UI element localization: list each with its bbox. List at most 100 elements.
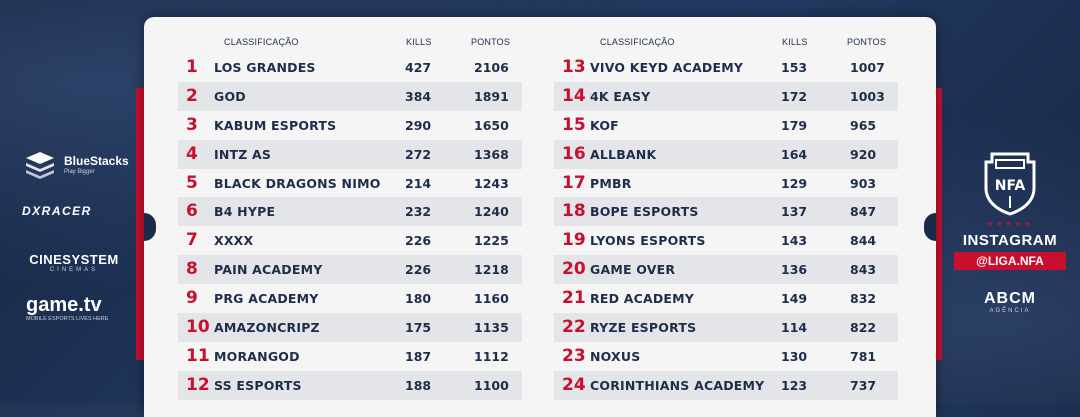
rank-number: 1 — [186, 57, 198, 77]
table-row: 16 ALLBANK 164 920 — [554, 139, 898, 169]
points-value: 1891 — [474, 88, 509, 104]
rank-number: 6 — [186, 201, 198, 222]
table-row: 20 GAME OVER 136 843 — [554, 255, 898, 285]
kills-value: 290 — [405, 117, 432, 133]
rank-number: 21 — [562, 288, 586, 309]
points-value: 1160 — [474, 291, 509, 307]
team-name: INTZ AS — [214, 146, 272, 162]
points-value: 832 — [850, 291, 877, 307]
standings-table-left: CLASSIFICAÇÃO KILLS PONTOS 1 LOS GRANDES 4… — [178, 33, 522, 400]
header-points: PONTOS — [847, 37, 887, 47]
table-row: 15 KOF 179 965 — [554, 111, 898, 140]
table-rows: 13 VIVO KEYD ACADEMY 153 1007 14 4K EASY 172 10… — [554, 53, 898, 400]
kills-value: 214 — [405, 175, 432, 191]
kills-value: 143 — [781, 233, 808, 249]
table-rows: 1 LOS GRANDES 427 2106 2 GOD 384 1891 3 KABUM ESP… — [178, 53, 522, 400]
team-name: XXXX — [214, 233, 254, 249]
points-value: 781 — [850, 348, 877, 364]
table-row: 2 GOD 384 1891 — [178, 81, 522, 111]
rank-number: 17 — [562, 172, 586, 193]
rank-number: 10 — [186, 317, 210, 338]
board-notch-right — [924, 213, 936, 241]
table-row: 18 BOPE ESPORTS 137 847 — [554, 197, 898, 227]
table-header: CLASSIFICAÇÃO KILLS PONTOS — [178, 33, 522, 53]
rank-number: 5 — [186, 172, 198, 193]
rank-number: 24 — [562, 374, 586, 395]
cinesystem-name: CINESYSTEM — [29, 252, 119, 267]
cinesystem-logo: CINESYSTEM CINEMAS — [24, 252, 124, 273]
team-name: RYZE ESPORTS — [590, 320, 697, 336]
points-value: 822 — [850, 320, 877, 336]
table-row: 8 PAIN ACADEMY 226 1218 — [178, 255, 522, 285]
table-row: 12 SS ESPORTS 188 1100 — [178, 370, 522, 400]
table-row: 6 B4 HYPE 232 1240 — [178, 197, 522, 227]
team-name: ALLBANK — [590, 146, 657, 162]
table-row: 7 XXXX 226 1225 — [178, 226, 522, 255]
bluestacks-tagline: Play Bigger — [64, 169, 95, 175]
team-name: RED ACADEMY — [590, 291, 695, 307]
agency-subtitle: AGÊNCIA — [989, 308, 1031, 314]
rank-number: 14 — [562, 85, 586, 106]
team-name: LOS GRANDES — [214, 60, 316, 75]
star-row: ★★★★★ — [986, 221, 1034, 228]
rank-number: 8 — [186, 259, 198, 280]
header-classification: CLASSIFICAÇÃO — [224, 37, 299, 47]
board-notch-left — [144, 213, 156, 241]
instagram-label: INSTAGRAM — [962, 232, 1058, 249]
kills-value: 123 — [781, 377, 808, 393]
table-row: 3 KABUM ESPORTS 290 1650 — [178, 111, 522, 140]
table-row: 11 MORANGOD 187 1112 — [178, 342, 522, 371]
nfa-shield-logo: NFA — [984, 152, 1036, 216]
team-name: LYONS ESPORTS — [590, 233, 706, 249]
nfa-logo-text: NFA — [995, 178, 1026, 194]
rank-number: 2 — [186, 85, 198, 106]
team-name: KABUM ESPORTS — [214, 117, 337, 133]
bluestacks-icon — [26, 152, 54, 179]
kills-value: 226 — [405, 262, 432, 278]
kills-value: 137 — [781, 204, 808, 220]
points-value: 1243 — [474, 175, 509, 191]
instagram-handle[interactable]: @LIGA.NFA — [954, 252, 1066, 270]
rank-number: 4 — [186, 143, 198, 164]
rank-number: 16 — [562, 143, 586, 164]
team-name: PRG ACADEMY — [214, 291, 319, 307]
rank-number: 13 — [562, 57, 586, 77]
header-classification: CLASSIFICAÇÃO — [600, 37, 675, 47]
table-row: 4 INTZ AS 272 1368 — [178, 139, 522, 169]
table-row: 21 RED ACADEMY 149 832 — [554, 284, 898, 313]
team-name: B4 HYPE — [214, 204, 276, 220]
kills-value: 179 — [781, 117, 808, 133]
team-name: BOPE ESPORTS — [590, 204, 699, 220]
standings-board: CLASSIFICAÇÃO KILLS PONTOS 1 LOS GRANDES 4… — [144, 17, 936, 417]
kills-value: 153 — [781, 60, 808, 75]
kills-value: 232 — [405, 204, 432, 220]
rank-number: 23 — [562, 345, 586, 366]
table-header: CLASSIFICAÇÃO KILLS PONTOS — [554, 33, 898, 53]
team-name: 4K EASY — [590, 88, 651, 104]
rank-number: 15 — [562, 114, 586, 135]
team-name: GOD — [214, 88, 246, 104]
table-row: 19 LYONS ESPORTS 143 844 — [554, 226, 898, 255]
header-kills: KILLS — [406, 37, 432, 47]
rank-number: 18 — [562, 201, 586, 222]
points-value: 1003 — [850, 88, 885, 104]
kills-value: 129 — [781, 175, 808, 191]
points-value: 1368 — [474, 146, 509, 162]
kills-value: 114 — [781, 320, 808, 336]
agency-logo: ABCM — [984, 290, 1036, 307]
kills-value: 172 — [781, 88, 808, 104]
points-value: 1240 — [474, 204, 509, 220]
team-name: NOXUS — [590, 348, 641, 364]
points-value: 965 — [850, 117, 877, 133]
team-name: KOF — [590, 117, 619, 133]
bluestacks-name: BlueStacks — [64, 154, 129, 168]
kills-value: 272 — [405, 146, 432, 162]
points-value: 1218 — [474, 262, 509, 278]
points-value: 847 — [850, 204, 877, 220]
team-name: MORANGOD — [214, 348, 300, 364]
team-name: GAME OVER — [590, 262, 676, 278]
kills-value: 136 — [781, 262, 808, 278]
rank-number: 7 — [186, 230, 198, 251]
team-name: SS ESPORTS — [214, 377, 302, 393]
team-name: CORINTHIANS ACADEMY — [590, 377, 765, 393]
